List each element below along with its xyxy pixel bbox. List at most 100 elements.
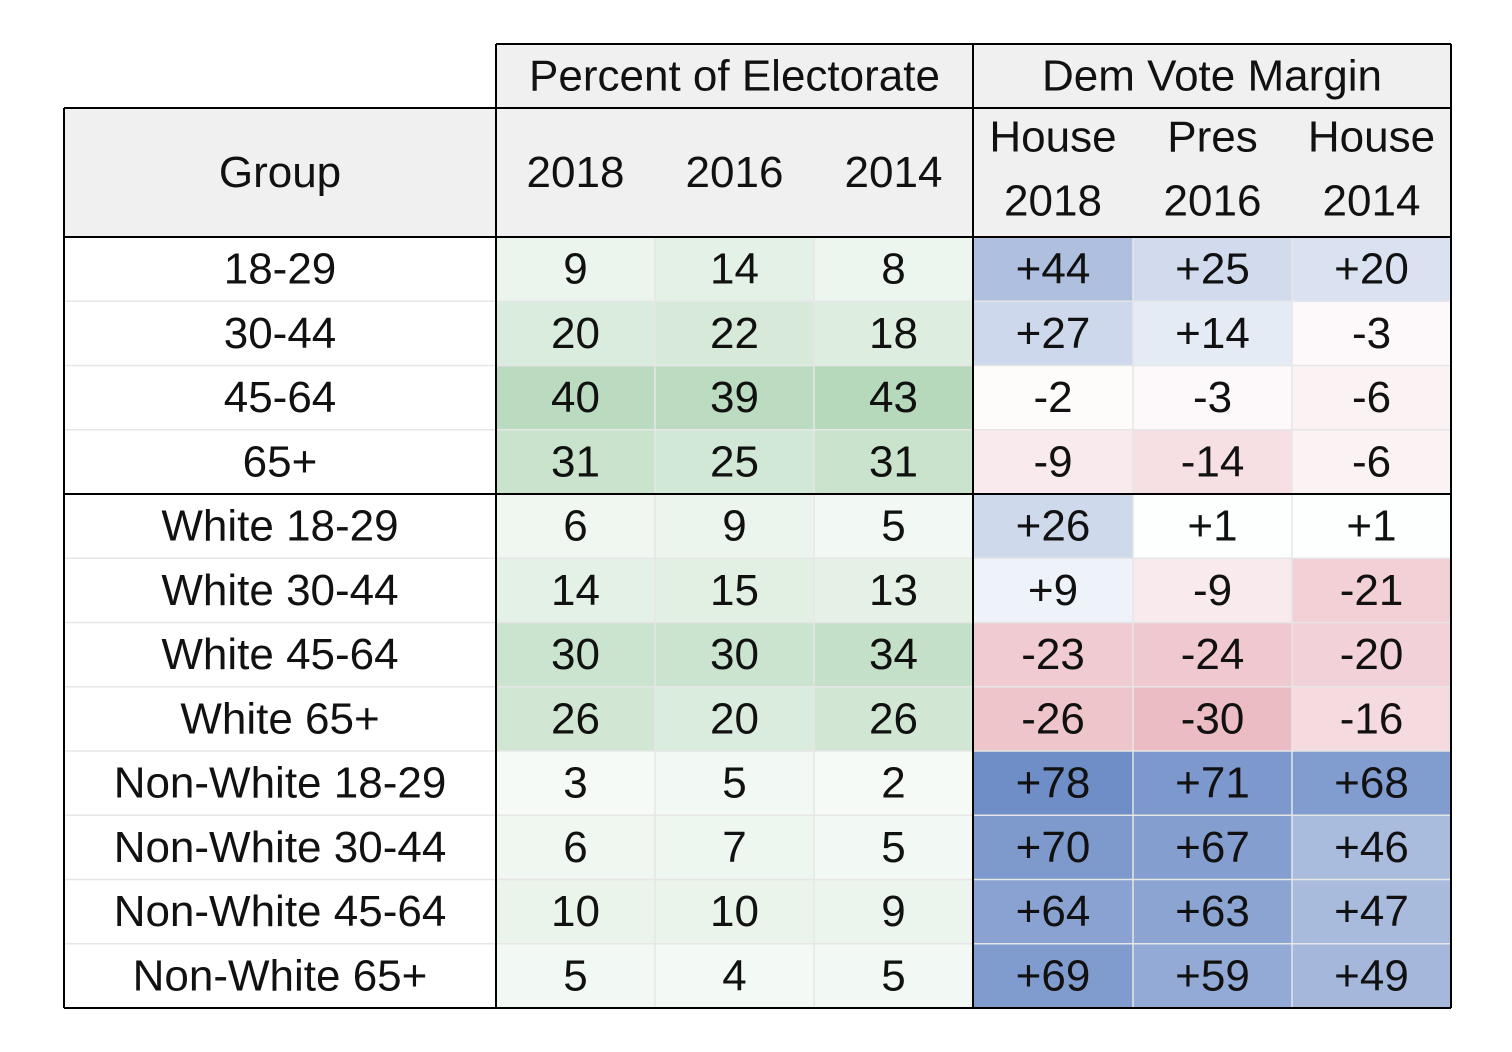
margin-cell-bg (973, 815, 1133, 880)
row-group-label: White 45-64 (161, 630, 398, 679)
electorate-cell-bg (814, 558, 973, 623)
electorate-cell-value: 5 (722, 759, 746, 808)
margin-cell-value: +63 (1175, 887, 1250, 936)
margin-cell-value: +27 (1016, 309, 1091, 358)
margin-cell-value: -16 (1340, 694, 1404, 743)
electorate-cell-value: 6 (563, 502, 587, 551)
electorate-cell-bg (496, 943, 655, 1008)
electorate-cell-bg (496, 365, 655, 430)
electorate-cell-value: 20 (551, 309, 600, 358)
electorate-cell-bg (655, 686, 814, 751)
margin-cell-value: +14 (1175, 309, 1250, 358)
margin-cell-value: -6 (1352, 437, 1391, 486)
margin-cell-bg (1292, 365, 1451, 430)
margin-cell-value: -9 (1033, 437, 1072, 486)
electorate-cell-bg (496, 558, 655, 623)
margin-cell-bg (1133, 622, 1292, 687)
margin-cell-value: +47 (1334, 887, 1409, 936)
margin-cell-value: -21 (1340, 566, 1404, 615)
electorate-cell-bg (814, 815, 973, 880)
margin-cell-bg (1133, 686, 1292, 751)
row-group-label: White 30-44 (161, 566, 398, 615)
electorate-cell-value: 25 (710, 437, 759, 486)
electorate-cell-bg (655, 237, 814, 302)
electorate-cell-bg (496, 879, 655, 944)
margin-cell-value: -26 (1021, 694, 1085, 743)
electorate-cell-bg (814, 494, 973, 559)
electorate-cell-bg (496, 622, 655, 687)
margin-cell-bg (973, 558, 1133, 623)
electorate-cell-bg (496, 429, 655, 494)
row-group-label: 30-44 (224, 309, 337, 358)
electorate-cell-value: 26 (869, 694, 918, 743)
electorate-cell-value: 9 (563, 245, 587, 294)
electorate-cell-value: 18 (869, 309, 918, 358)
margin-year-header: 2016 (1164, 177, 1262, 226)
electorate-cell-value: 8 (881, 245, 905, 294)
margin-cell-value: +69 (1016, 951, 1091, 1000)
margin-cell-bg (1292, 943, 1451, 1008)
row-group-label: 18-29 (224, 245, 337, 294)
margin-cell-value: -24 (1181, 630, 1245, 679)
margin-cell-value: -3 (1193, 373, 1232, 422)
electorate-cell-value: 10 (710, 887, 759, 936)
electorate-cell-bg (814, 879, 973, 944)
row-group-label: Non-White 30-44 (114, 823, 447, 872)
electorate-cell-value: 20 (710, 694, 759, 743)
margin-cell-bg (1133, 879, 1292, 944)
margin-cell-value: +25 (1175, 245, 1250, 294)
electorate-cell-bg (814, 686, 973, 751)
electorate-cell-value: 34 (869, 630, 918, 679)
electorate-cell-bg (655, 879, 814, 944)
margin-cell-bg (1292, 815, 1451, 880)
section-header-margin: Dem Vote Margin (1042, 52, 1382, 101)
margin-cell-value: -20 (1340, 630, 1404, 679)
electorate-cell-bg (655, 622, 814, 687)
margin-cell-bg (1292, 494, 1451, 559)
margin-cell-bg (1133, 365, 1292, 430)
electorate-cell-value: 31 (551, 437, 600, 486)
electorate-cell-bg (814, 237, 973, 302)
margin-cell-bg (1292, 301, 1451, 366)
electorate-cell-value: 5 (881, 951, 905, 1000)
margin-cell-value: -6 (1352, 373, 1391, 422)
electorate-cell-value: 5 (881, 823, 905, 872)
margin-cell-value: -14 (1181, 437, 1245, 486)
electorate-cell-value: 15 (710, 566, 759, 615)
electorate-cell-bg (655, 558, 814, 623)
electorate-cell-bg (814, 301, 973, 366)
margin-cell-bg (1292, 237, 1451, 302)
electorate-year-header: 2018 (527, 148, 625, 197)
margin-cell-bg (973, 622, 1133, 687)
margin-cell-value: -2 (1033, 373, 1072, 422)
margin-cell-value: +68 (1334, 759, 1409, 808)
electorate-cell-bg (814, 751, 973, 816)
margin-cell-bg (973, 943, 1133, 1008)
electorate-cell-bg (814, 429, 973, 494)
margin-cell-bg (973, 494, 1133, 559)
electorate-cell-value: 13 (869, 566, 918, 615)
margin-cell-bg (1292, 686, 1451, 751)
electorate-cell-bg (496, 815, 655, 880)
section-header-electorate: Percent of Electorate (529, 52, 940, 101)
margin-cell-value: -9 (1193, 566, 1232, 615)
margin-cell-bg (1292, 429, 1451, 494)
electorate-year-header: 2014 (845, 148, 943, 197)
electorate-year-header: 2016 (686, 148, 784, 197)
margin-cell-value: +64 (1016, 887, 1091, 936)
margin-cell-value: +46 (1334, 823, 1409, 872)
electorate-cell-bg (496, 237, 655, 302)
margin-cell-bg (973, 301, 1133, 366)
margin-cell-value: +67 (1175, 823, 1250, 872)
electorate-cell-value: 5 (563, 951, 587, 1000)
margin-cell-value: +78 (1016, 759, 1091, 808)
margin-cell-value: -3 (1352, 309, 1391, 358)
electorate-cell-value: 9 (881, 887, 905, 936)
margin-cell-bg (1133, 943, 1292, 1008)
electorate-cell-value: 39 (710, 373, 759, 422)
electorate-cell-value: 10 (551, 887, 600, 936)
electorate-cell-bg (814, 622, 973, 687)
electorate-cell-value: 30 (710, 630, 759, 679)
margin-cell-bg (1292, 622, 1451, 687)
